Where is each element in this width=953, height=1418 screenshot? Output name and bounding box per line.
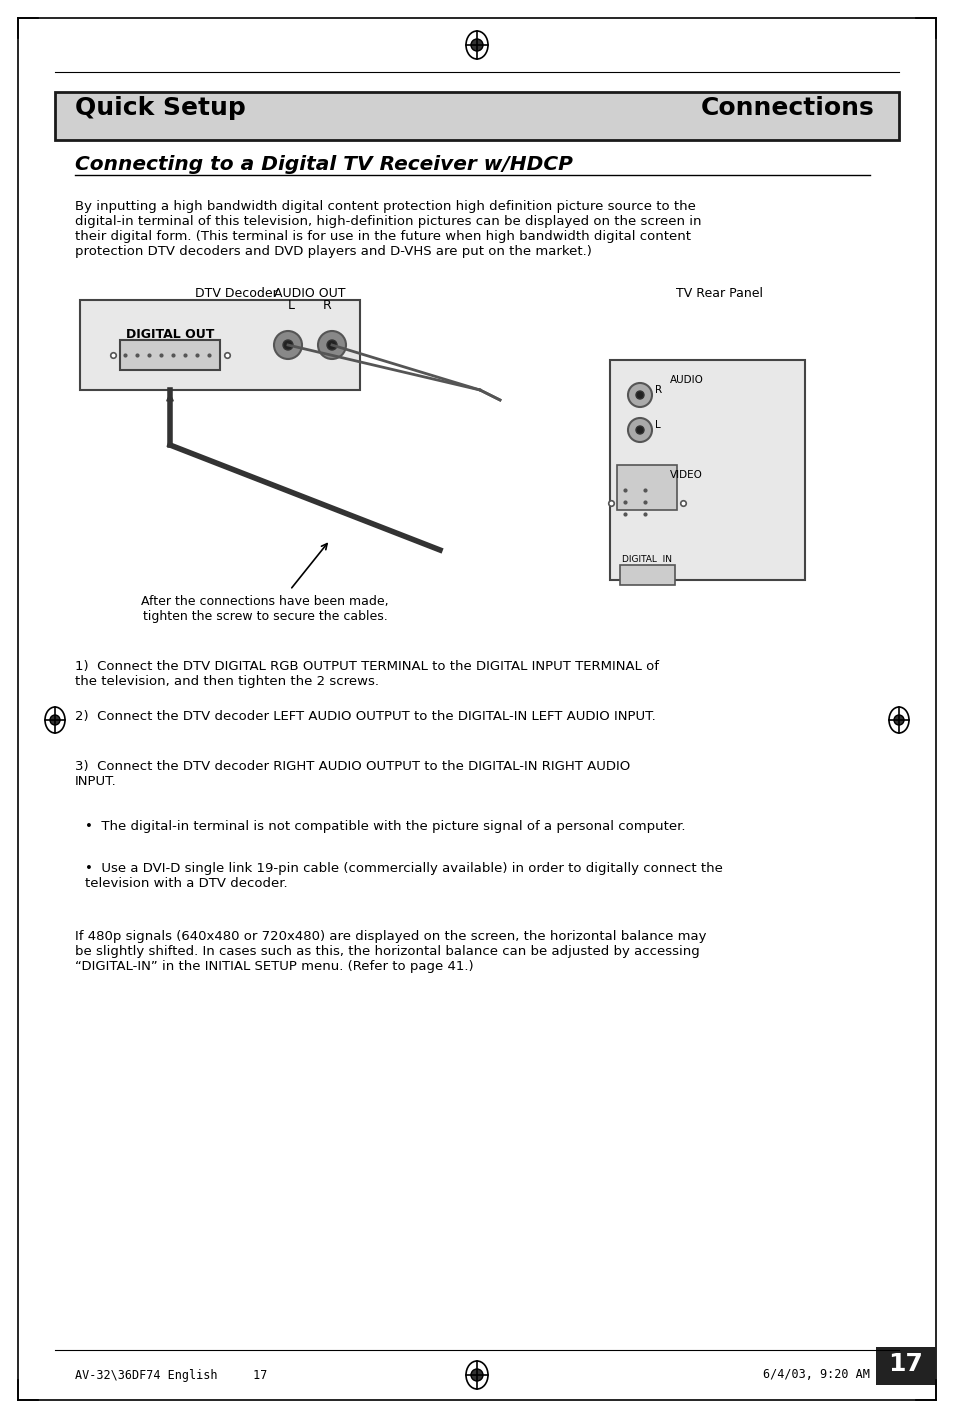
Circle shape [627, 418, 651, 442]
Text: L       R: L R [288, 299, 332, 312]
Ellipse shape [465, 31, 488, 60]
Text: 1)  Connect the DTV DIGITAL RGB OUTPUT TERMINAL to the DIGITAL INPUT TERMINAL of: 1) Connect the DTV DIGITAL RGB OUTPUT TE… [75, 659, 659, 688]
Text: If 480p signals (640x480 or 720x480) are displayed on the screen, the horizontal: If 480p signals (640x480 or 720x480) are… [75, 930, 706, 973]
Text: 2)  Connect the DTV decoder LEFT AUDIO OUTPUT to the DIGITAL-IN LEFT AUDIO INPUT: 2) Connect the DTV decoder LEFT AUDIO OU… [75, 710, 655, 723]
Text: •  Use a DVI-D single link 19-pin cable (commercially available) in order to dig: • Use a DVI-D single link 19-pin cable (… [85, 862, 722, 891]
Circle shape [636, 425, 643, 434]
Bar [875, 1347, 935, 1385]
Text: AUDIO: AUDIO [669, 374, 703, 386]
Text: AUDIO OUT: AUDIO OUT [274, 286, 345, 301]
Text: 6/4/03, 9:20 AM: 6/4/03, 9:20 AM [762, 1368, 869, 1381]
Circle shape [471, 1368, 482, 1381]
Text: 17: 17 [887, 1351, 923, 1375]
Circle shape [317, 330, 346, 359]
Circle shape [50, 715, 60, 725]
Bar [55, 92, 898, 140]
Bar [80, 301, 359, 390]
Text: TV Rear Panel: TV Rear Panel [676, 286, 762, 301]
Text: Connections: Connections [700, 96, 874, 121]
Bar [619, 564, 675, 586]
Text: 3)  Connect the DTV decoder RIGHT AUDIO OUTPUT to the DIGITAL-IN RIGHT AUDIO
INP: 3) Connect the DTV decoder RIGHT AUDIO O… [75, 760, 630, 788]
Ellipse shape [465, 1361, 488, 1390]
Text: VIDEO: VIDEO [669, 469, 702, 481]
Text: L: L [655, 420, 660, 430]
Text: Connecting to a Digital TV Receiver w/HDCP: Connecting to a Digital TV Receiver w/HD… [75, 156, 572, 174]
Circle shape [636, 391, 643, 398]
Circle shape [283, 340, 293, 350]
Circle shape [274, 330, 302, 359]
Circle shape [627, 383, 651, 407]
Text: R: R [655, 386, 661, 396]
Bar [617, 465, 677, 510]
Ellipse shape [888, 708, 908, 733]
Text: DTV Decoder: DTV Decoder [194, 286, 277, 301]
Bar [609, 360, 804, 580]
Bar [120, 340, 220, 370]
Text: DIGITAL  IN: DIGITAL IN [621, 556, 671, 564]
Text: By inputting a high bandwidth digital content protection high definition picture: By inputting a high bandwidth digital co… [75, 200, 700, 258]
Text: After the connections have been made,
tighten the screw to secure the cables.: After the connections have been made, ti… [141, 596, 389, 623]
Circle shape [327, 340, 336, 350]
Circle shape [471, 40, 482, 51]
Text: DIGITAL OUT: DIGITAL OUT [126, 329, 214, 342]
Text: Quick Setup: Quick Setup [75, 96, 246, 121]
Text: •  The digital-in terminal is not compatible with the picture signal of a person: • The digital-in terminal is not compati… [85, 820, 685, 832]
Text: AV-32\36DF74 English     17: AV-32\36DF74 English 17 [75, 1368, 267, 1381]
Ellipse shape [45, 708, 65, 733]
Circle shape [893, 715, 903, 725]
